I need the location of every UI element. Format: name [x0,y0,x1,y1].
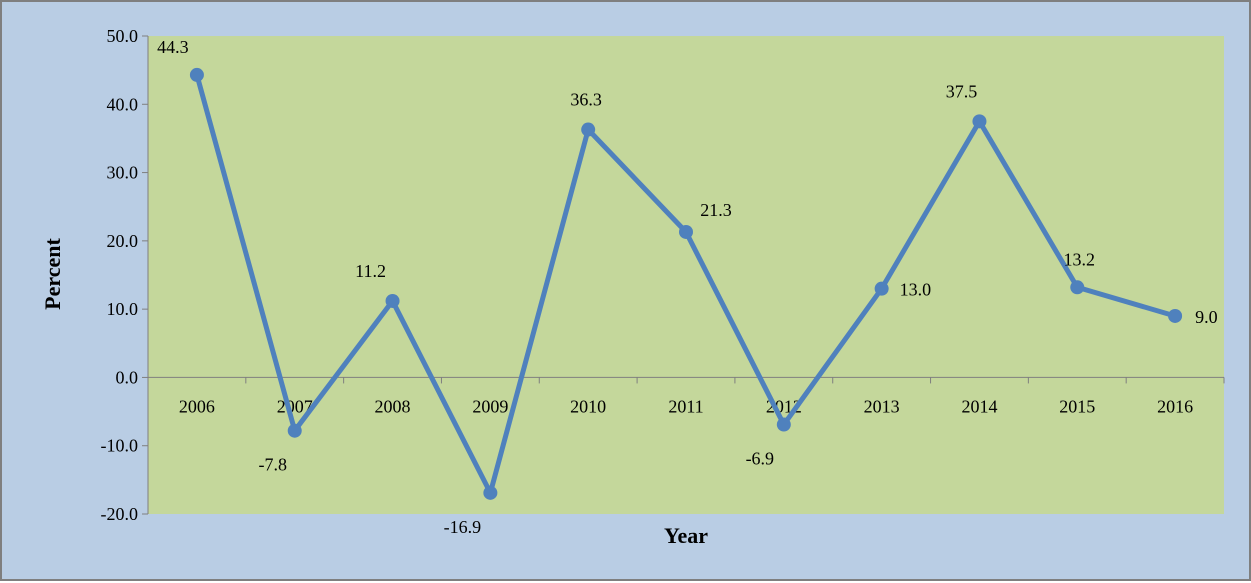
data-point [1070,280,1085,295]
data-label: 13.0 [900,280,932,300]
data-point [483,485,498,500]
y-tick-label: 0.0 [116,367,139,387]
axes [142,35,1225,515]
data-point [189,67,204,82]
data-label: 13.2 [1064,249,1096,269]
data-label: 36.3 [570,90,602,110]
data-label: -6.9 [746,449,775,469]
data-label: -16.9 [444,517,482,537]
y-tick-label: 10.0 [107,299,139,319]
data-label: -7.8 [258,455,287,475]
x-tick-label: 2011 [668,396,703,416]
data-point [1168,308,1183,323]
x-tick-label: 2006 [179,396,215,416]
data-point [385,293,400,308]
y-tick-label: 50.0 [107,26,139,46]
x-tick-label: 2014 [961,396,997,416]
x-tick-label: 2016 [1157,396,1193,416]
x-axis-title: Year [664,523,708,548]
data-labels: 44.3 -7.8 11.2 -16.9 36.3 21.3 -6.9 13.0 37.5 13.… [157,37,1217,537]
data-label: 9.0 [1195,307,1218,327]
data-point [874,281,889,296]
y-tick-labels: -20.0 -10.0 0.0 10.0 20.0 30.0 40.0 50.0 [101,26,139,524]
x-tick-label: 2015 [1059,396,1095,416]
x-tick-label: 2008 [375,396,411,416]
y-tick-label: -10.0 [101,436,139,456]
y-tick-label: 40.0 [107,94,139,114]
data-point [581,122,596,137]
plot-area [148,36,1224,514]
y-axis-title: Percent [40,238,65,310]
data-label: 44.3 [157,37,189,57]
data-label: 37.5 [946,81,978,101]
data-label: 11.2 [355,261,386,281]
y-tick-label: 30.0 [107,163,139,183]
data-point [679,224,693,239]
data-point [776,417,791,432]
y-tick-label: -20.0 [101,504,139,524]
data-markers [189,67,1183,500]
data-point [972,114,987,129]
x-tick-label: 2010 [570,396,606,416]
data-point [287,423,302,438]
y-tick-label: 20.0 [107,231,139,251]
x-tick-label: 2009 [472,396,508,416]
x-tick-label: 2013 [864,396,900,416]
data-label: 21.3 [700,200,732,220]
